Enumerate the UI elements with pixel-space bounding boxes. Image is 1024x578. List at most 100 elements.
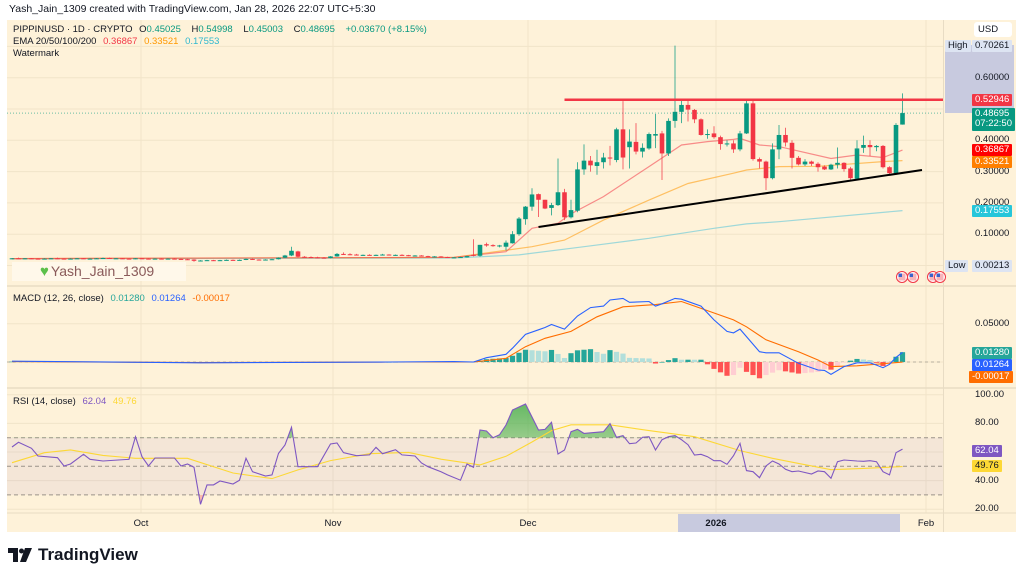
candle[interactable]	[796, 155, 801, 166]
candle[interactable]	[230, 259, 236, 261]
candle[interactable]	[328, 256, 333, 259]
candle[interactable]	[100, 257, 106, 259]
rsi-line[interactable]	[11, 403, 903, 505]
candle[interactable]	[438, 256, 444, 258]
macd-line[interactable]	[11, 297, 903, 375]
candle[interactable]	[757, 157, 762, 169]
candle[interactable]	[48, 257, 54, 260]
candle[interactable]	[211, 259, 216, 262]
candle[interactable]	[315, 256, 320, 259]
candle[interactable]	[107, 257, 112, 259]
candle[interactable]	[822, 165, 827, 171]
candle[interactable]	[393, 254, 398, 256]
candle[interactable]	[490, 244, 496, 247]
candle[interactable]	[35, 258, 41, 260]
ema100-line[interactable]	[11, 210, 903, 260]
candle[interactable]	[549, 202, 554, 216]
candle[interactable]	[705, 129, 710, 139]
macd-pane[interactable]	[7, 297, 943, 379]
candle[interactable]	[471, 239, 476, 257]
candle[interactable]	[510, 231, 515, 244]
candle[interactable]	[659, 130, 665, 181]
candle[interactable]	[373, 254, 379, 256]
candle[interactable]	[731, 140, 736, 153]
candle[interactable]	[451, 257, 457, 259]
candle[interactable]	[542, 199, 548, 210]
candle[interactable]	[87, 258, 93, 260]
candle[interactable]	[347, 253, 353, 256]
macd-legend[interactable]: MACD (12, 26, close) 0.01280 0.01264 -0.…	[13, 293, 234, 304]
candle[interactable]	[360, 254, 366, 256]
candle[interactable]	[68, 258, 73, 260]
candle[interactable]	[802, 159, 808, 166]
economic-events[interactable]	[896, 271, 946, 283]
candle[interactable]	[874, 144, 879, 152]
candle[interactable]	[419, 255, 424, 257]
candle[interactable]	[354, 253, 359, 256]
candle[interactable]	[204, 259, 210, 262]
candle[interactable]	[159, 258, 164, 260]
candle[interactable]	[685, 99, 691, 122]
candle[interactable]	[172, 258, 177, 260]
candle[interactable]	[828, 163, 834, 171]
candle[interactable]	[139, 257, 145, 260]
symbol-title[interactable]: PIPPINUSD · 1D · CRYPTO	[13, 24, 133, 35]
ema50-line[interactable]	[11, 160, 903, 260]
candle[interactable]	[185, 258, 190, 261]
candle[interactable]	[620, 101, 626, 170]
candle[interactable]	[217, 259, 223, 262]
candle[interactable]	[464, 255, 470, 258]
candle[interactable]	[724, 140, 730, 147]
candle[interactable]	[835, 147, 840, 169]
candle[interactable]	[282, 254, 288, 258]
candle[interactable]	[763, 160, 769, 191]
watermark-legend[interactable]: Watermark	[13, 48, 60, 59]
candle[interactable]	[588, 155, 593, 172]
candle[interactable]	[562, 188, 567, 221]
candle[interactable]	[445, 256, 450, 259]
candle[interactable]	[380, 253, 385, 256]
tradingview-logo[interactable]: TradingView	[8, 545, 138, 565]
candle[interactable]	[425, 255, 431, 258]
candle[interactable]	[776, 124, 782, 160]
currency-button[interactable]: USD	[974, 22, 1012, 37]
candle[interactable]	[61, 258, 67, 260]
candle[interactable]	[126, 258, 132, 260]
candle[interactable]	[9, 257, 15, 260]
us-flag-icon[interactable]	[896, 271, 908, 283]
candle[interactable]	[893, 123, 899, 175]
candle[interactable]	[646, 132, 652, 150]
candle[interactable]	[887, 166, 892, 175]
macd-legend-title[interactable]: MACD (12, 26, close)	[13, 293, 104, 304]
candle[interactable]	[640, 143, 645, 158]
candle[interactable]	[633, 123, 639, 155]
candle[interactable]	[653, 114, 658, 149]
support-trendline[interactable]	[538, 169, 923, 228]
ema-legend-title[interactable]: EMA 20/50/100/200	[13, 36, 97, 47]
candle[interactable]	[783, 127, 788, 147]
candle[interactable]	[399, 254, 405, 256]
candle[interactable]	[854, 140, 860, 180]
candle[interactable]	[477, 244, 483, 257]
candle[interactable]	[412, 255, 418, 257]
candle[interactable]	[113, 257, 119, 260]
us-flag-icon[interactable]	[907, 271, 919, 283]
candle[interactable]	[224, 259, 229, 261]
candle[interactable]	[607, 145, 613, 166]
candle[interactable]	[81, 257, 86, 260]
candle[interactable]	[406, 254, 411, 257]
rsi-legend[interactable]: RSI (14, close) 62.04 49.76	[13, 396, 141, 407]
candle[interactable]	[692, 109, 697, 124]
candle[interactable]	[386, 254, 392, 256]
candle[interactable]	[614, 127, 619, 163]
ema-legend[interactable]: EMA 20/50/100/200 0.36867 0.33521 0.1755…	[13, 36, 223, 47]
candle[interactable]	[529, 188, 535, 211]
candle[interactable]	[497, 244, 502, 248]
candle[interactable]	[679, 99, 684, 124]
candle[interactable]	[880, 144, 886, 169]
candle[interactable]	[321, 257, 327, 259]
candle[interactable]	[152, 258, 158, 260]
candle[interactable]	[750, 99, 756, 161]
rsi-pane[interactable]	[7, 403, 943, 505]
candle[interactable]	[120, 257, 125, 260]
